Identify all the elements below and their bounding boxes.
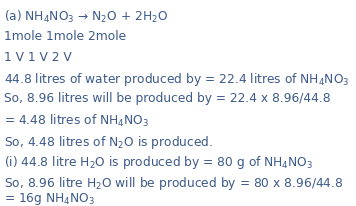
Text: So, 8.96 litres will be produced by = 22.4 x 8.96/44.8: So, 8.96 litres will be produced by = 22… xyxy=(4,92,331,105)
Text: = 4.48 litres of NH$_4$NO$_3$: = 4.48 litres of NH$_4$NO$_3$ xyxy=(4,112,149,128)
Text: (a) NH$_4$NO$_3$ → N$_2$O + 2H$_2$O: (a) NH$_4$NO$_3$ → N$_2$O + 2H$_2$O xyxy=(4,9,168,25)
Text: 1 V 1 V 2 V: 1 V 1 V 2 V xyxy=(4,50,72,63)
Text: So, 8.96 litre H$_2$O will be produced by = 80 x 8.96/44.8: So, 8.96 litre H$_2$O will be produced b… xyxy=(4,174,344,191)
Text: So, 4.48 litres of N$_2$O is produced.: So, 4.48 litres of N$_2$O is produced. xyxy=(4,133,213,150)
Text: 1mole 1mole 2mole: 1mole 1mole 2mole xyxy=(4,30,126,43)
Text: (i) 44.8 litre H$_2$O is produced by = 80 g of NH$_4$NO$_3$: (i) 44.8 litre H$_2$O is produced by = 8… xyxy=(4,153,314,170)
Text: = 16g NH$_4$NO$_3$: = 16g NH$_4$NO$_3$ xyxy=(4,191,95,206)
Text: 44.8 litres of water produced by = 22.4 litres of NH$_4$NO$_3$: 44.8 litres of water produced by = 22.4 … xyxy=(4,71,350,88)
